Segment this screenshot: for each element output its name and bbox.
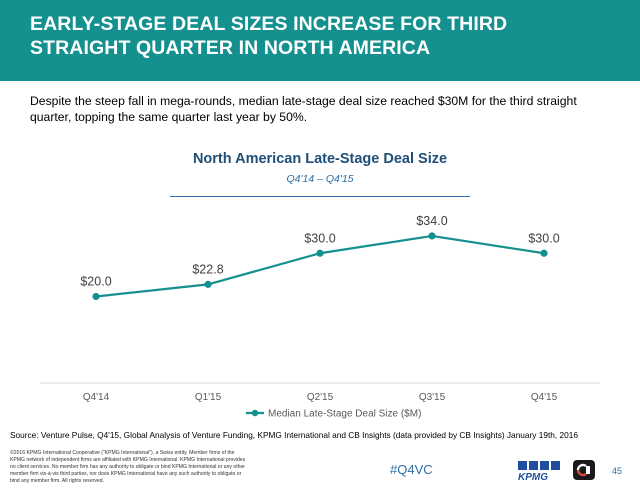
x-tick-label: Q4'14: [83, 392, 110, 403]
data-label: $30.0: [528, 231, 559, 245]
data-point: [92, 292, 100, 301]
source-note: Source: Venture Pulse, Q4'15, Global Ana…: [10, 430, 578, 440]
title-banner: EARLY-STAGE DEAL SIZES INCREASE FOR THIR…: [0, 0, 640, 81]
chart-subtitle: Q4'14 – Q4'15: [286, 173, 354, 185]
x-tick-label: Q2'15: [307, 392, 334, 403]
legend-label: Median Late-Stage Deal Size ($M): [268, 409, 421, 420]
data-point: [540, 249, 548, 257]
data-label: $30.0: [304, 231, 335, 245]
data-point: [316, 249, 324, 257]
page-title-line-2: STRAIGHT QUARTER IN NORTH AMERICA: [30, 37, 431, 59]
data-label: $34.0: [416, 214, 447, 228]
kpmg-logo-text: KPMG: [518, 472, 548, 482]
x-tick-label: Q3'15: [419, 392, 446, 403]
page-title: EARLY-STAGE DEAL SIZES INCREASE FOR THIR…: [30, 12, 610, 60]
data-point: [428, 232, 436, 240]
chart-title: North American Late-Stage Deal Size: [192, 151, 448, 167]
data-point: [204, 280, 212, 288]
kpmg-logo-icon: KPMG: [518, 461, 560, 482]
data-label: $22.8: [192, 262, 223, 276]
legend-swatch-marker: [251, 409, 259, 417]
cb-insights-logo-icon: [573, 460, 595, 480]
data-label: $20.0: [80, 275, 111, 289]
line-chart: Q4'14 Q1'15 Q2'15 Q3'15 Q4'15 $20.0 $22.8 $30.0…: [40, 214, 600, 420]
page-number: 45: [612, 466, 623, 476]
x-tick-label: Q4'15: [531, 392, 558, 403]
intro-text: Despite the steep fall in mega-rounds, m…: [30, 94, 577, 124]
chart-title-divider: [170, 196, 470, 197]
x-tick-label: Q1'15: [195, 392, 222, 403]
page-title-line-1: EARLY-STAGE DEAL SIZES INCREASE FOR THIR…: [30, 13, 508, 35]
hashtag-label: #Q4VC: [390, 462, 433, 477]
copyright-note: ©2016 KPMG International Cooperative ("K…: [10, 450, 246, 484]
